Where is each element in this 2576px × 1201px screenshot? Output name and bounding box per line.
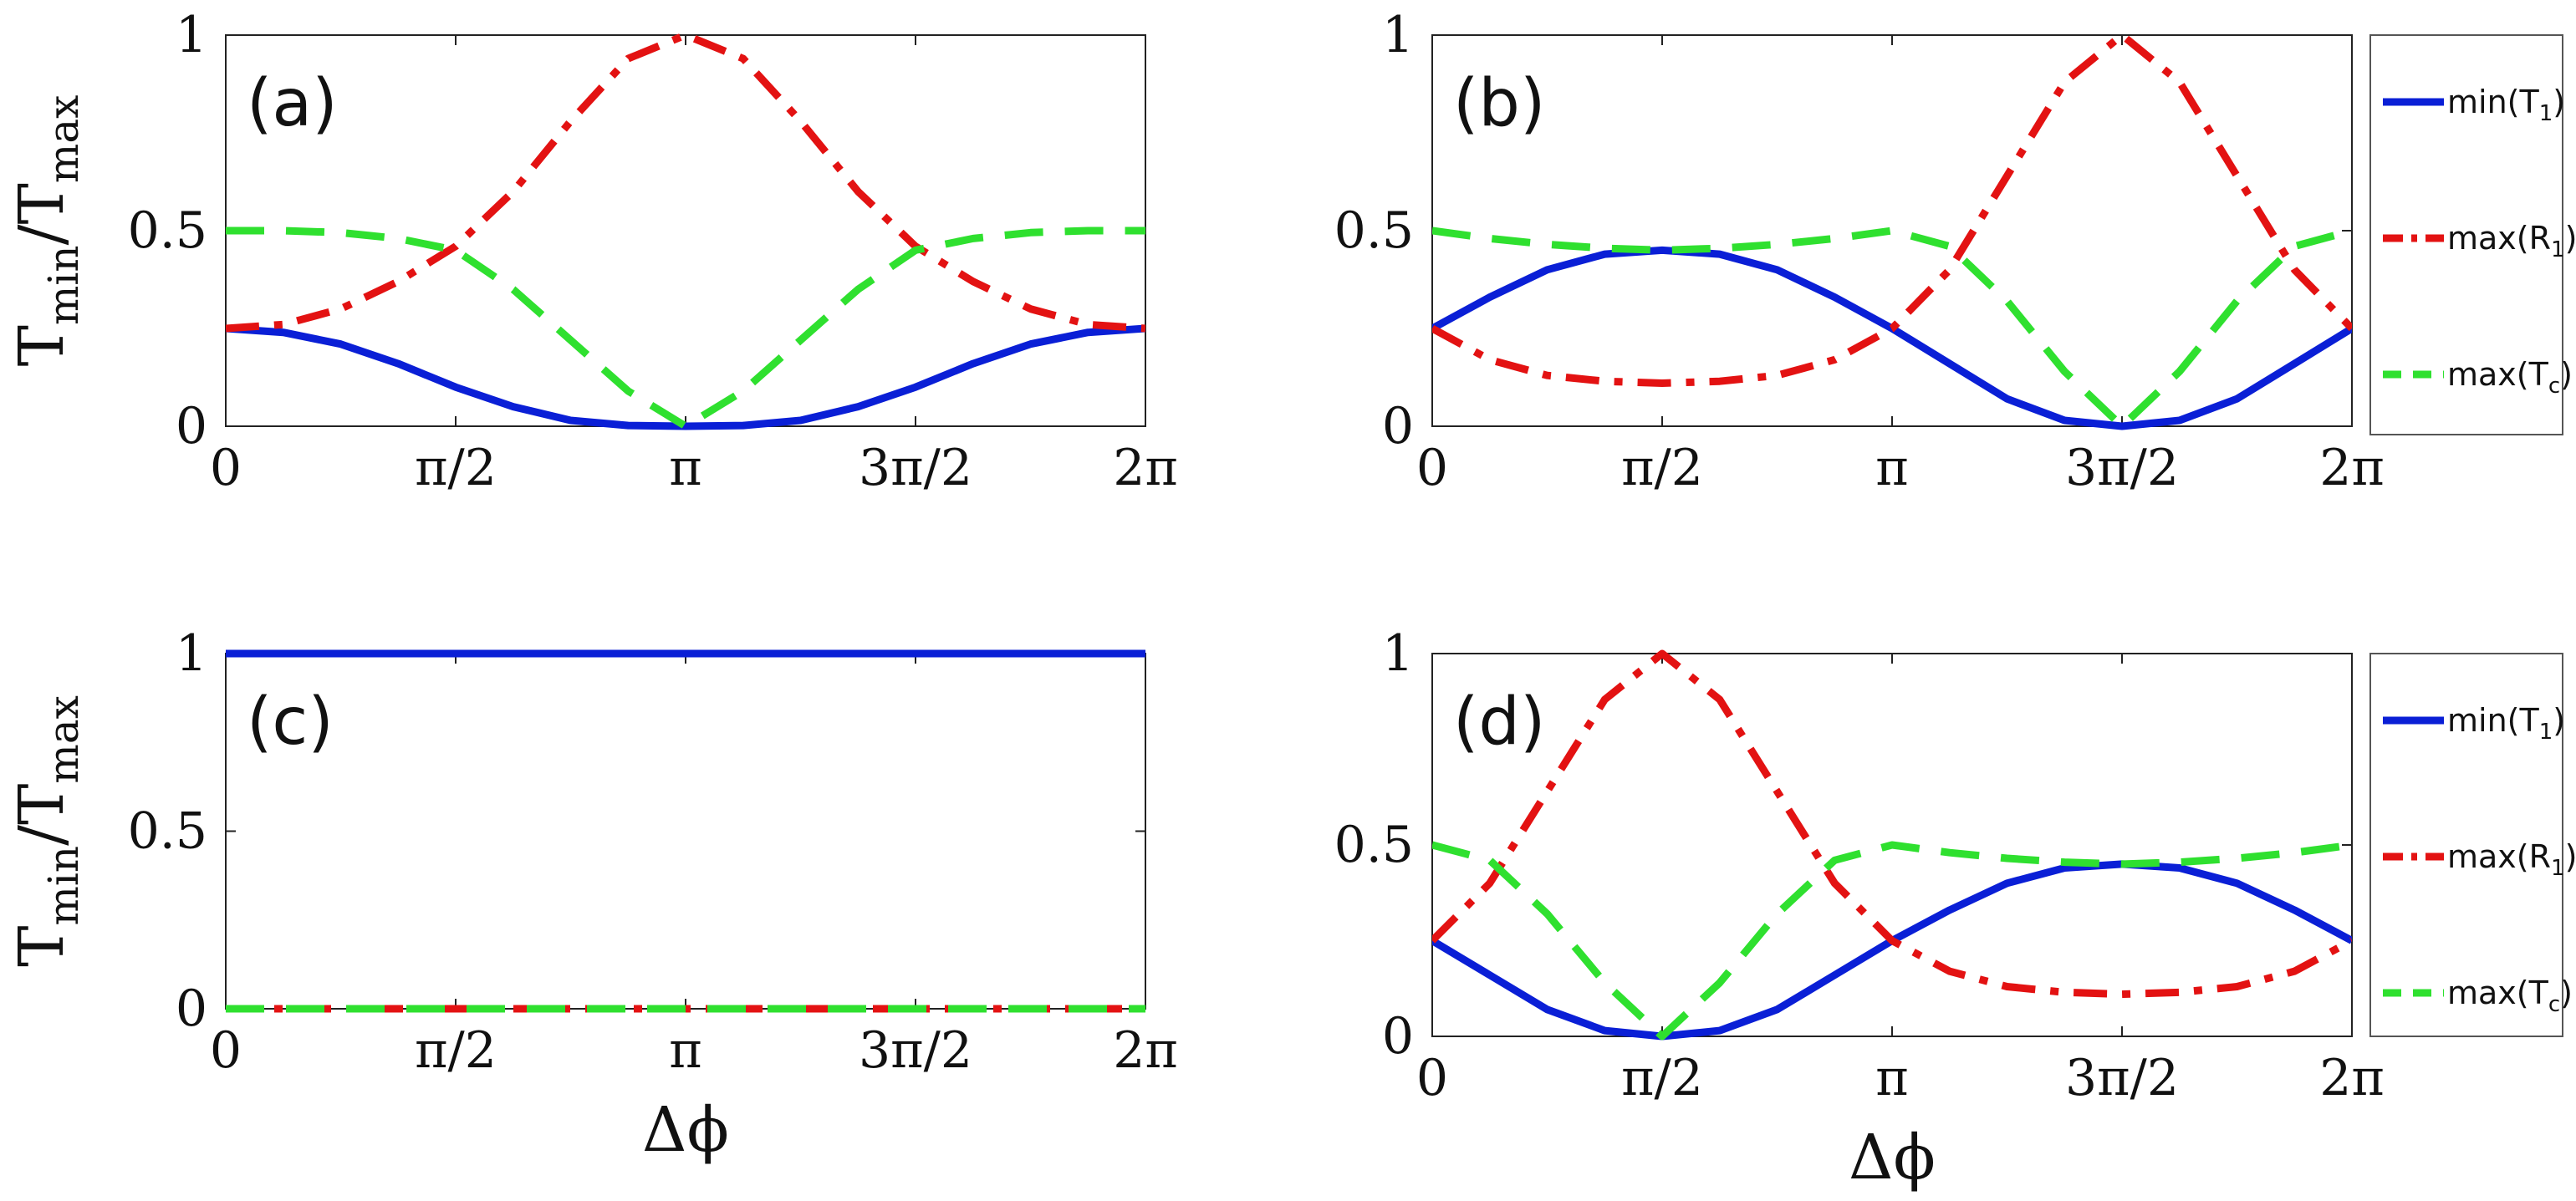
legend-entry-name: min(T xyxy=(2447,702,2539,739)
series-maxr1-line xyxy=(1432,31,2352,387)
x-tick-label: π/2 xyxy=(415,1021,497,1080)
y-tick-label: 1 xyxy=(1382,624,1414,683)
y-tick-label: 0 xyxy=(176,397,207,455)
legend-entry-close: ) xyxy=(2565,220,2576,257)
legend-entry-name: min(T xyxy=(2447,84,2539,120)
x-tick-label: 3π/2 xyxy=(2065,1049,2179,1107)
y-axis-label: Tmin/Tmax xyxy=(6,695,88,967)
y-tick-label: 0.5 xyxy=(128,201,207,260)
x-tick-label: 0 xyxy=(1416,439,1448,497)
legend-entry-label: max(Tc) xyxy=(2447,975,2573,1017)
x-axis-label: Δϕ xyxy=(642,1094,729,1166)
legend-entry-sub: 1 xyxy=(2539,720,2553,745)
legend-entry-close: ) xyxy=(2560,356,2573,393)
y-tick-label: 0.5 xyxy=(128,802,207,861)
y-tick-label: 0 xyxy=(176,980,207,1038)
y-axis-label-part: min xyxy=(39,245,88,325)
y-tick-label: 1 xyxy=(176,6,207,64)
x-axis-label: Δϕ xyxy=(1849,1122,1936,1193)
series-mint1-line xyxy=(226,324,1145,430)
y-axis-label: Tmin/Tmax xyxy=(6,95,88,367)
x-tick-label: π/2 xyxy=(1621,1049,1703,1107)
legend: min(T1)max(R1)max(Tc) xyxy=(2369,34,2576,435)
legend-entry-sub: c xyxy=(2548,992,2560,1017)
y-tick-label: 1 xyxy=(176,624,207,683)
panel-label: (c) xyxy=(247,684,334,760)
x-tick-label: 0 xyxy=(210,1021,242,1080)
x-tick-label: 3π/2 xyxy=(2065,439,2179,497)
panel-label: (a) xyxy=(247,66,338,141)
legend-entry-sub: c xyxy=(2548,374,2560,399)
plot-area-c xyxy=(225,653,1146,1010)
legend-entry-sub: 1 xyxy=(2551,856,2565,881)
series-maxr1-line xyxy=(226,31,1145,333)
legend-entry-label: max(Tc) xyxy=(2447,356,2573,399)
y-axis-label-part: /T xyxy=(6,183,78,245)
plot-area-a xyxy=(225,34,1146,427)
plot-area-b xyxy=(1431,34,2353,427)
legend-entry-sub: 1 xyxy=(2551,237,2565,262)
legend-entry-close: ) xyxy=(2553,702,2565,739)
x-tick-label: 2π xyxy=(2319,1049,2385,1107)
x-tick-label: π/2 xyxy=(1621,439,1703,497)
legend-entry-name: max(R xyxy=(2447,838,2551,875)
x-tick-label: 2π xyxy=(1113,1021,1178,1080)
series-maxtc-line xyxy=(226,226,1145,430)
series-maxtc-line xyxy=(1432,841,2352,1041)
x-tick-label: 0 xyxy=(1416,1049,1448,1107)
legend: min(T1)max(R1)max(Tc) xyxy=(2369,653,2576,1037)
legend-entry-close: ) xyxy=(2560,975,2573,1011)
legend-entry-label: min(T1) xyxy=(2447,702,2565,745)
x-tick-label: π xyxy=(1875,1049,1908,1107)
legend-entry-label: max(R1) xyxy=(2447,838,2576,881)
legend-entry-close: ) xyxy=(2553,84,2565,120)
x-tick-label: 0 xyxy=(210,439,242,497)
y-tick-label: 0 xyxy=(1382,397,1414,455)
x-tick-label: 2π xyxy=(2319,439,2385,497)
legend-entry-close: ) xyxy=(2565,838,2576,875)
legend-entry-sub: 1 xyxy=(2539,101,2553,126)
y-axis-label-part: max xyxy=(39,695,88,783)
y-axis-label-part: max xyxy=(39,95,88,183)
panel-c: 0 π/2 π 3π/2 2π 0 0.5 1 (c) Tmin/Tmax Δϕ xyxy=(6,624,1178,1166)
x-tick-label: 2π xyxy=(1113,439,1178,497)
panel-d: 0 π/2 π 3π/2 2π00.51(d)Δϕmin(T1)max(R1)max(T… xyxy=(1334,624,2576,1193)
y-tick-label: 0.5 xyxy=(1334,201,1414,260)
x-tick-label: π xyxy=(1875,439,1908,497)
panel-label: (d) xyxy=(1453,684,1545,760)
panel-label: (b) xyxy=(1453,66,1545,141)
y-axis-label-part: T xyxy=(6,925,78,966)
series-maxtc-line xyxy=(1432,226,2352,430)
series-maxr1-line xyxy=(1432,649,2352,999)
x-tick-label: 3π/2 xyxy=(859,1021,972,1080)
y-tick-label: 0 xyxy=(1382,1007,1414,1066)
y-axis-label-part: /T xyxy=(6,784,78,846)
y-tick-label: 0.5 xyxy=(1334,816,1414,874)
legend-entry-label: max(R1) xyxy=(2447,220,2576,262)
legend-entry-name: max(T xyxy=(2447,975,2549,1011)
legend-entry-name: max(R xyxy=(2447,220,2551,257)
legend-entry-name: max(T xyxy=(2447,356,2549,393)
x-tick-label: π xyxy=(669,1021,701,1080)
legend-entry-label: min(T1) xyxy=(2447,84,2565,126)
x-tick-label: π/2 xyxy=(415,439,497,497)
x-tick-label: 3π/2 xyxy=(859,439,972,497)
x-tick-label: π xyxy=(669,439,701,497)
y-axis-label-part: T xyxy=(6,325,78,366)
panel-a: 0 π/2 π 3π/2 2π 0 0.5 1 (a) Tmin/Tmax xyxy=(6,6,1178,497)
y-axis-label-part: min xyxy=(39,846,88,926)
y-tick-label: 1 xyxy=(1382,6,1414,64)
